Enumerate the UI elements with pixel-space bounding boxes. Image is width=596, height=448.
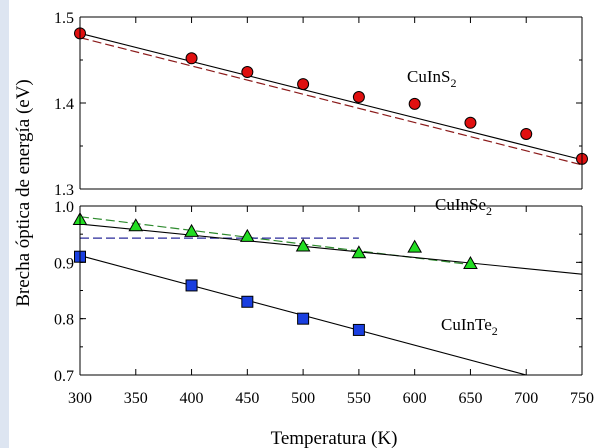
CuInS2-point bbox=[352, 90, 365, 103]
y-tick-label: 0.8 bbox=[54, 312, 74, 329]
CuInS2-solid-fit bbox=[79, 32, 583, 161]
y-tick-label: 0.7 bbox=[54, 368, 74, 385]
CuInTe2-point bbox=[241, 295, 254, 308]
fit-lines-layer bbox=[79, 32, 583, 376]
x-tick-label: 550 bbox=[347, 390, 371, 407]
CuInSe2-point bbox=[239, 228, 255, 242]
x-tick-label: 750 bbox=[570, 390, 594, 407]
y-tick-label: 1.5 bbox=[54, 10, 74, 27]
CuInS2-point bbox=[520, 127, 533, 140]
y-tick-label: 1.0 bbox=[54, 199, 74, 216]
CuInSe2-point bbox=[407, 239, 423, 253]
CuInSe2-point bbox=[128, 218, 144, 232]
CuInS2-point bbox=[185, 52, 198, 65]
CuInSe2-point bbox=[184, 223, 199, 237]
x-tick-label: 600 bbox=[403, 390, 427, 407]
CuInS2-point bbox=[241, 66, 254, 79]
y-tick-label: 1.4 bbox=[54, 96, 74, 113]
CuInTe2-label: CuInTe2 bbox=[441, 315, 498, 338]
CuInSe2-point bbox=[351, 245, 367, 259]
x-tick-label: 700 bbox=[514, 390, 538, 407]
CuInSe2-point bbox=[463, 255, 478, 269]
x-tick-label: 400 bbox=[180, 390, 204, 407]
CuInSe2-point bbox=[295, 238, 311, 252]
CuInS2-point bbox=[408, 97, 421, 110]
axes-layer bbox=[79, 16, 583, 376]
CuInTe2-point bbox=[297, 312, 310, 325]
labels-layer: 1.3 1.4 1.5 0.7 0.8 0.9 1.0 300 350 400 450 500 550 6… bbox=[54, 10, 594, 407]
x-tick-label: 650 bbox=[458, 390, 482, 407]
x-tick-label: 500 bbox=[291, 390, 315, 407]
CuInS2-label: CuInS2 bbox=[407, 67, 456, 90]
x-tick-label: 350 bbox=[124, 390, 148, 407]
CuInTe2-point bbox=[185, 279, 198, 292]
CuInSe2-label: CuInSe2 bbox=[435, 195, 492, 218]
CuInS2-dashed-fit bbox=[79, 37, 583, 166]
CuInS2-point bbox=[297, 78, 310, 91]
left-edge-strip bbox=[0, 0, 9, 448]
y-axis-title: Brecha óptica de energía (eV) bbox=[13, 79, 34, 307]
CuInS2-point bbox=[464, 116, 477, 129]
y-tick-label: 1.3 bbox=[54, 182, 74, 199]
y-tick-label: 0.9 bbox=[54, 255, 74, 272]
CuInTe2-point bbox=[352, 323, 365, 336]
CuInSe2-solid-fit bbox=[79, 223, 583, 275]
x-tick-label: 300 bbox=[68, 390, 92, 407]
x-tick-label: 450 bbox=[235, 390, 259, 407]
markers-layer bbox=[72, 27, 588, 336]
x-axis-title: Temperatura (K) bbox=[271, 428, 398, 448]
